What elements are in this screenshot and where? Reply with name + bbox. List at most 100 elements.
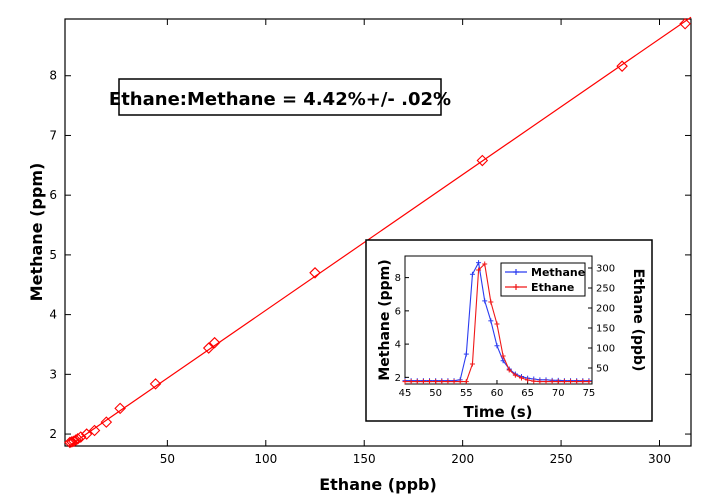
inset-marker-ethane xyxy=(451,379,457,385)
inset-marker-ethane xyxy=(494,321,500,327)
inset-series xyxy=(402,260,592,385)
inset-marker-ethane xyxy=(580,379,586,385)
inset-x-tick-label: 75 xyxy=(583,388,596,399)
legend-marker-methane xyxy=(513,269,519,275)
inset-y2-tick-label: 250 xyxy=(596,284,615,295)
data-point-marker xyxy=(88,424,101,437)
inset-marker-methane xyxy=(494,343,500,349)
inset-y2-tick-label: 200 xyxy=(596,304,615,315)
data-point-marker xyxy=(616,60,628,72)
inset-marker-methane xyxy=(463,351,469,357)
inset-marker-ethane xyxy=(543,379,549,385)
inset-marker-ethane xyxy=(555,379,561,385)
legend-label-ethane: Ethane xyxy=(531,281,574,294)
y-tick-label: 6 xyxy=(49,188,57,202)
inset-y2-tick-label: 50 xyxy=(596,364,609,375)
data-point-marker xyxy=(202,342,215,354)
y-axis-ticks: 2 3 45 6 7 8 xyxy=(49,69,691,441)
data-point-marker xyxy=(74,431,87,443)
inset-marker-ethane xyxy=(439,379,445,385)
inset-marker-ethane xyxy=(427,379,433,385)
y-axis-label: Methane (ppm) xyxy=(27,163,46,302)
data-point-marker xyxy=(64,436,76,449)
inset-y2-tick-label: 100 xyxy=(596,344,615,355)
inset-y-tick-label: 8 xyxy=(395,273,401,284)
inset-legend: Methane Ethane xyxy=(500,262,586,297)
legend-marker-ethane xyxy=(513,284,519,290)
inset-marker-ethane xyxy=(433,379,439,385)
inset-x-axis-label: Time (s) xyxy=(463,403,532,421)
plot-frame xyxy=(64,18,692,447)
inset-marker-ethane xyxy=(482,261,488,267)
annotation-box xyxy=(118,78,442,116)
x-tick-label: 250 xyxy=(550,452,573,466)
inset-marker-ethane xyxy=(476,267,482,273)
inset-marker-methane xyxy=(488,318,494,324)
y-tick-label: 2 xyxy=(49,427,57,441)
data-point-marker xyxy=(149,378,162,390)
inset-y2-tick-label: 300 xyxy=(596,264,615,275)
y-tick-label: 3 xyxy=(49,367,57,381)
inset-marker-ethane xyxy=(525,377,531,383)
data-point-marker xyxy=(208,336,221,349)
inset-marker-ethane xyxy=(488,299,494,305)
x-tick-label: 50 xyxy=(160,452,175,466)
x-tick-label: 300 xyxy=(648,452,671,466)
inset-marker-ethane xyxy=(500,353,506,359)
inset-marker-ethane xyxy=(408,379,414,385)
inset-marker-ethane xyxy=(463,379,469,385)
inset-x-tick-label: 50 xyxy=(429,388,442,399)
x-tick-label: 150 xyxy=(353,452,376,466)
inset-y2-tick-label: 150 xyxy=(596,324,615,335)
inset-marker-ethane xyxy=(414,379,420,385)
inset-marker-ethane xyxy=(561,379,567,385)
inset-chart: 45 50 55 60 65 70 75 2 4 6 8 50 100 150 200 250 300 Me… xyxy=(365,239,653,422)
inset-y2-axis-label: Ethane (ppb) xyxy=(630,269,646,372)
inset-x-tick-label: 70 xyxy=(552,388,565,399)
inset-y-tick-label: 4 xyxy=(395,340,401,351)
annotation-text: Ethane:Methane = 4.42%+/- .02% xyxy=(109,89,451,110)
x-tick-label: 200 xyxy=(451,452,474,466)
x-axis-ticks: 50 100 150 200 250 300 xyxy=(160,19,671,466)
inset-marker-ethane xyxy=(512,372,518,378)
inset-marker-ethane xyxy=(549,379,555,385)
x-tick-label: 100 xyxy=(254,452,277,466)
inset-marker-ethane xyxy=(518,375,524,381)
inset-x-tick-label: 55 xyxy=(460,388,473,399)
y-tick-label: 7 xyxy=(49,128,57,142)
data-point-marker xyxy=(476,154,489,167)
inset-x-tick-label: 60 xyxy=(491,388,504,399)
inset-y-tick-label: 6 xyxy=(395,306,401,317)
inset-y2-axis-ticks: 50 100 150 200 250 300 xyxy=(588,264,615,375)
data-point-marker xyxy=(114,402,126,415)
inset-marker-ethane xyxy=(457,379,463,385)
inset-marker-methane xyxy=(482,298,488,304)
data-point-marker xyxy=(80,428,93,440)
inset-x-tick-label: 45 xyxy=(399,388,412,399)
inset-marker-ethane xyxy=(531,378,537,384)
inset-y-axis-ticks: 2 4 6 8 xyxy=(395,273,409,384)
x-axis-label: Ethane (ppb) xyxy=(319,475,437,494)
inset-x-tick-label: 65 xyxy=(521,388,534,399)
legend-label-methane: Methane xyxy=(531,266,585,279)
inset-marker-methane xyxy=(476,260,482,266)
data-point-marker xyxy=(679,17,691,30)
inset-marker-methane xyxy=(469,271,475,277)
inset-marker-ethane xyxy=(574,379,580,385)
data-point-marker xyxy=(309,267,321,279)
y-tick-label: 8 xyxy=(49,69,57,83)
inset-marker-ethane xyxy=(537,379,543,385)
data-point-marker xyxy=(100,416,113,428)
legend-box xyxy=(500,262,586,297)
inset-marker-ethane xyxy=(568,379,574,385)
inset-marker-ethane xyxy=(445,379,451,385)
data-points xyxy=(64,17,691,449)
data-point-marker xyxy=(66,436,78,448)
y-tick-label: 4 xyxy=(49,308,57,322)
data-point-marker xyxy=(72,433,84,445)
inset-marker-ethane xyxy=(586,379,592,385)
inset-y-axis-label: Methane (ppm) xyxy=(377,259,393,380)
inset-marker-ethane xyxy=(420,379,426,385)
